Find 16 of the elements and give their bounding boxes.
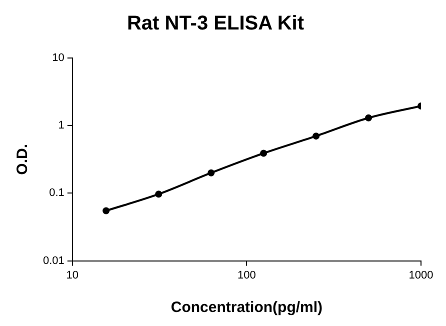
y-tick-label: 1: [58, 120, 64, 132]
point: [208, 169, 215, 176]
x-tick-label: 1000: [408, 269, 434, 282]
x-tick-label: 10: [66, 269, 79, 282]
point: [155, 190, 162, 198]
x-tick-label: 100: [238, 269, 256, 282]
point: [312, 132, 320, 140]
point: [102, 207, 110, 214]
x-axis-title: Concentration(pg/ml): [170, 299, 323, 316]
point: [260, 150, 268, 157]
y-tick-label: 0.01: [42, 254, 64, 267]
chart-title: Rat NT-3 ELISA Kit: [126, 12, 304, 35]
point: [365, 114, 372, 122]
y-tick-label: 10: [52, 52, 64, 64]
y-tick-label: 0.1: [49, 187, 64, 200]
y-axis-title: O.D.: [14, 144, 32, 175]
